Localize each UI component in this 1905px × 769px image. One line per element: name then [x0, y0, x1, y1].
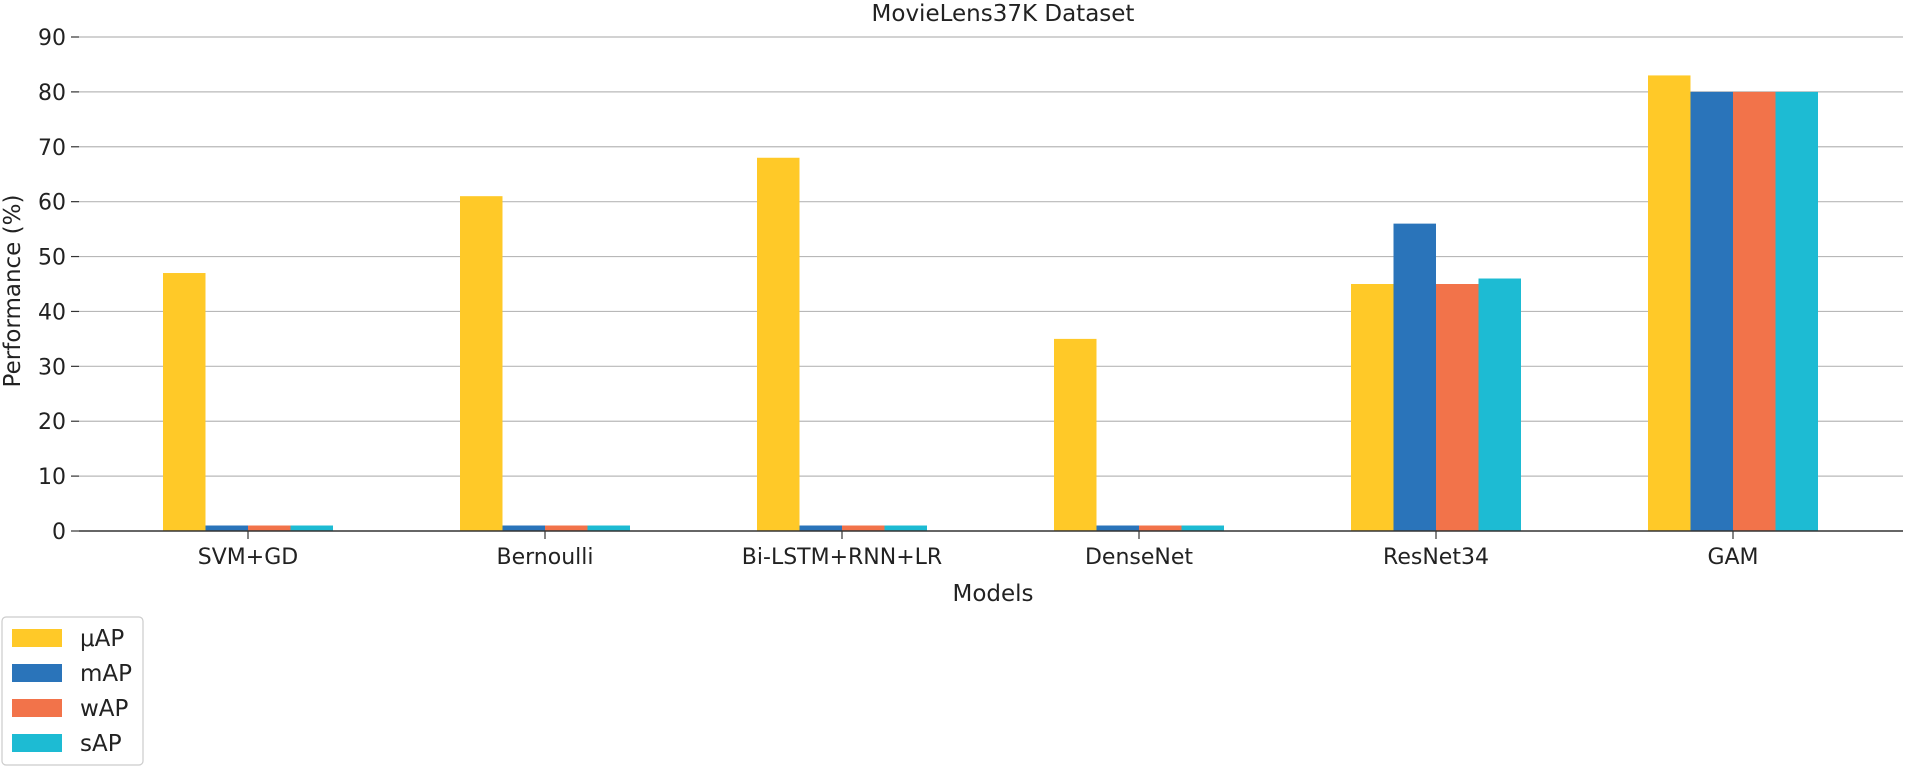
legend-label: sAP [80, 731, 122, 757]
y-tick-label: 90 [38, 26, 66, 51]
bar [884, 525, 927, 531]
x-tick-label: DenseNet [1085, 545, 1193, 570]
legend-swatch [12, 734, 62, 752]
legend-label: μAP [80, 626, 124, 652]
bar [1478, 278, 1521, 531]
y-tick-label: 60 [38, 191, 66, 216]
bar [460, 196, 503, 531]
bar [290, 525, 333, 531]
bar [1393, 223, 1436, 531]
y-tick-label: 20 [38, 410, 66, 435]
x-tick-label: Bernoulli [497, 545, 594, 570]
y-axis: 0 10 20 30 40 50 60 70 80 90 [38, 26, 79, 545]
bar [1733, 91, 1776, 531]
bar [502, 525, 545, 531]
bar [1690, 91, 1733, 531]
x-axis: SVM+GD Bernoulli Bi-LSTM+RNN+LR DenseNet Res… [198, 531, 1759, 570]
bar [205, 525, 248, 531]
bar [1775, 91, 1818, 531]
bar [1436, 284, 1479, 531]
bar [842, 525, 885, 531]
chart-title: MovieLens37K Dataset [872, 1, 1135, 27]
bar [545, 525, 588, 531]
legend-swatch [12, 699, 62, 717]
x-tick-label: SVM+GD [198, 545, 298, 570]
gridlines [79, 36, 1903, 477]
legend-swatch [12, 629, 62, 647]
bar [1139, 525, 1182, 531]
y-tick-label: 80 [38, 81, 66, 106]
y-tick-label: 40 [38, 300, 66, 325]
y-tick-label: 0 [52, 520, 66, 545]
bar [757, 157, 800, 531]
y-tick-label: 70 [38, 136, 66, 161]
legend: μAP mAP wAP sAP [1, 616, 144, 766]
legend-label: mAP [80, 661, 132, 687]
legend-swatch [12, 664, 62, 682]
bar [1648, 75, 1691, 531]
bar [587, 525, 630, 531]
y-axis-title: Performance (%) [0, 195, 26, 388]
y-tick-label: 10 [38, 465, 66, 490]
y-tick-label: 50 [38, 246, 66, 271]
y-tick-label: 30 [38, 355, 66, 380]
bar [163, 273, 206, 531]
legend-frame [1, 616, 144, 766]
bars [163, 75, 1818, 531]
bar [1054, 338, 1097, 531]
bar [248, 525, 291, 531]
bar [799, 525, 842, 531]
legend-label: wAP [80, 696, 129, 722]
bar [1181, 525, 1224, 531]
bar [1351, 284, 1394, 531]
x-tick-label: ResNet34 [1383, 545, 1489, 570]
bar [1096, 525, 1139, 531]
x-tick-label: Bi-LSTM+RNN+LR [742, 545, 942, 570]
x-axis-title: Models [952, 581, 1033, 607]
x-tick-label: GAM [1707, 545, 1758, 570]
